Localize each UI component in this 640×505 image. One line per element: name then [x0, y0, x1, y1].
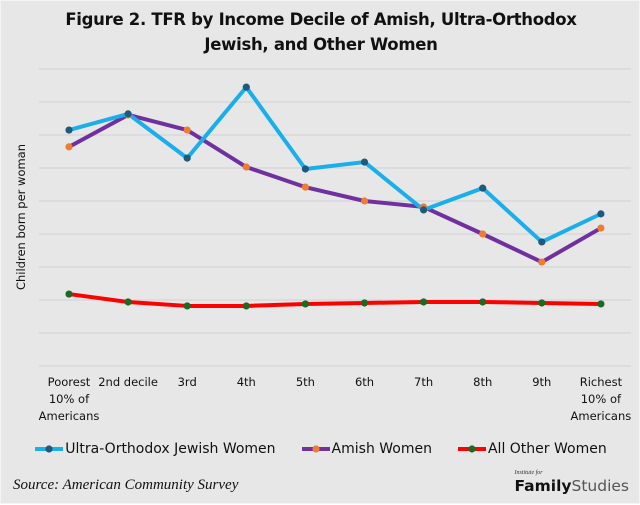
legend-item: Ultra-Orthodox Jewish Women	[35, 441, 276, 457]
x-tick-label: 6th	[325, 374, 405, 391]
series-line-amish-women	[68, 112, 602, 265]
data-point-amish-women	[65, 143, 73, 151]
data-point-ultra-orthodox-jewish-women	[124, 110, 132, 118]
x-tick-label: 4th	[206, 374, 286, 391]
x-tick-label-line: 8th	[473, 375, 493, 389]
legend-label: All Other Women	[487, 441, 607, 457]
data-point-all-other-women	[301, 300, 309, 308]
data-point-all-other-women	[538, 299, 546, 307]
logo-institute-for: Institute for	[514, 470, 543, 476]
x-tick-label-line: 9th	[532, 375, 552, 389]
data-point-ultra-orthodox-jewish-women	[301, 165, 309, 173]
legend-swatch-marker	[45, 445, 53, 453]
data-point-all-other-women	[124, 298, 132, 306]
gridlines	[39, 68, 631, 367]
chart-title-line-1: Figure 2. TFR by Income Decile of Amish,…	[65, 10, 577, 29]
x-tick-label: 5th	[265, 374, 345, 391]
x-tick-label: 3rd	[147, 374, 227, 391]
chart-title: Figure 2. TFR by Income Decile of Amish,…	[1, 7, 640, 57]
legend-label: Ultra-Orthodox Jewish Women	[65, 441, 276, 457]
x-tick-label: 8th	[443, 374, 523, 391]
legend-swatch-icon	[301, 445, 330, 453]
x-tick-label: 7th	[384, 374, 464, 391]
data-point-ultra-orthodox-jewish-women	[65, 126, 73, 134]
logo-family: Family	[514, 477, 572, 495]
x-tick-label-line: 7th	[414, 375, 434, 389]
series-line-ultra-orthodox-jewish-women	[68, 85, 602, 244]
legend-swatch-icon	[457, 445, 486, 453]
data-point-all-other-women	[183, 302, 191, 310]
data-point-ultra-orthodox-jewish-women	[597, 210, 605, 218]
data-point-amish-women	[360, 197, 369, 205]
data-point-ultra-orthodox-jewish-women	[420, 206, 428, 214]
legend-swatch-marker	[468, 445, 476, 453]
x-tick-label-line: Poorest	[47, 375, 91, 389]
series-line-all-other-women	[68, 292, 601, 308]
data-point-all-other-women	[65, 290, 73, 298]
x-tick-label-line: 10% of	[580, 392, 622, 406]
x-tick-label-line: Americans	[570, 409, 632, 423]
data-point-amish-women	[242, 163, 250, 171]
data-point-all-other-women	[479, 298, 487, 306]
x-tick-label-line: Richest	[579, 375, 623, 389]
data-point-ultra-orthodox-jewish-women	[538, 238, 546, 246]
x-tick-label-line: 10% of	[48, 392, 90, 406]
data-point-amish-women	[183, 126, 191, 134]
x-tick-label: Poorest 10% of Americans	[29, 374, 109, 425]
data-point-amish-women	[301, 183, 309, 191]
logo-studies: Studies	[571, 477, 630, 495]
x-tick-label: 2nd decile	[88, 374, 168, 391]
data-point-all-other-women	[360, 299, 369, 307]
legend: Ultra-Orthodox Jewish Women Amish Women Al…	[1, 441, 640, 457]
data-point-ultra-orthodox-jewish-women	[242, 83, 250, 91]
x-tick-label-line: 4th	[236, 375, 256, 389]
legend-swatch-marker	[311, 445, 320, 453]
legend-item: Amish Women	[301, 441, 432, 457]
x-tick-label: 9th	[502, 374, 582, 391]
data-point-amish-women	[597, 224, 605, 232]
chart-title-line-2: Jewish, and Other Women	[204, 35, 438, 54]
data-point-ultra-orthodox-jewish-women	[360, 158, 369, 166]
legend-swatch-icon	[35, 445, 64, 453]
x-tick-label-line: 3rd	[177, 375, 197, 389]
series-markers	[65, 83, 605, 310]
x-tick-label: Richest 10% of Americans	[561, 374, 640, 425]
data-point-all-other-women	[420, 298, 428, 306]
data-point-all-other-women	[242, 302, 250, 310]
data-point-ultra-orthodox-jewish-women	[183, 154, 191, 162]
x-tick-label-line: 6th	[354, 375, 375, 389]
x-tick-label-line: Americans	[38, 409, 100, 423]
data-point-amish-women	[479, 230, 487, 238]
source-note: Source: American Community Survey	[13, 477, 239, 493]
x-tick-label-line: 5th	[295, 375, 315, 389]
data-point-ultra-orthodox-jewish-women	[479, 184, 487, 192]
data-point-all-other-women	[597, 300, 605, 308]
logo-wordmark: FamilyStudies	[514, 477, 629, 495]
x-tick-label-line: 2nd decile	[98, 375, 158, 389]
series-lines	[68, 85, 602, 308]
ifs-logo: Institute for FamilyStudies	[514, 469, 629, 495]
data-point-amish-women	[538, 258, 546, 266]
legend-label: Amish Women	[331, 441, 432, 457]
legend-item: All Other Women	[457, 441, 607, 457]
